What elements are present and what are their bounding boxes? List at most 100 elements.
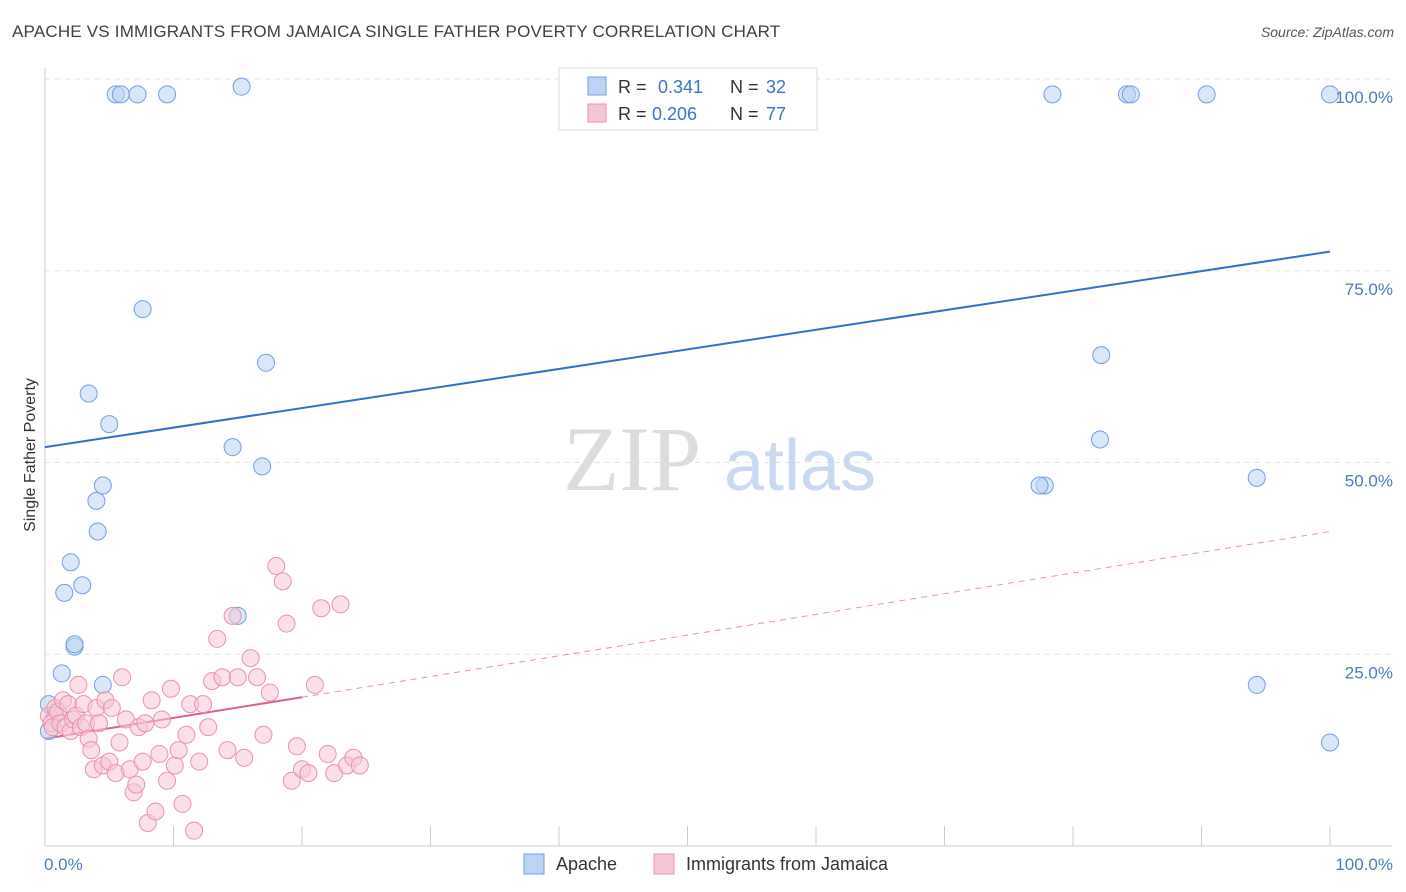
point-jamaica-48 <box>190 752 209 771</box>
point-apache-8 <box>73 576 92 595</box>
y-tick-label-2: 75.0% <box>1345 280 1393 299</box>
point-jamaica-33 <box>133 752 152 771</box>
point-apache-5 <box>61 553 80 572</box>
point-jamaica-53 <box>213 668 232 687</box>
point-apache-24 <box>257 353 276 372</box>
point-jamaica-39 <box>152 710 171 729</box>
point-jamaica-66 <box>287 737 306 756</box>
point-apache-16 <box>111 85 130 104</box>
source-label: Source: ZipAtlas.com <box>1260 24 1394 40</box>
point-apache-17 <box>128 85 147 104</box>
data-points <box>39 77 1339 840</box>
point-jamaica-69 <box>305 675 324 694</box>
point-apache-11 <box>88 522 107 541</box>
point-jamaica-52 <box>208 629 227 648</box>
point-jamaica-24 <box>102 698 121 717</box>
point-apache-36 <box>1321 733 1339 752</box>
point-jamaica-20 <box>89 714 108 733</box>
point-apache-33 <box>1247 468 1266 487</box>
point-jamaica-76 <box>350 756 369 775</box>
x-tick-label-0: 0.0% <box>44 855 83 874</box>
point-apache-29 <box>1090 430 1109 449</box>
point-apache-22 <box>232 77 251 96</box>
legend-r-value-jamaica: 0.206 <box>652 104 697 124</box>
legend-swatch-jamaica <box>587 103 607 123</box>
legend-n-value-apache: 32 <box>766 77 786 97</box>
bottom-legend-swatch-jamaica <box>653 853 675 875</box>
point-jamaica-41 <box>161 679 180 698</box>
point-jamaica-26 <box>110 733 129 752</box>
bottom-legend: Apache Immigrants from Jamaica <box>523 853 889 875</box>
point-apache-12 <box>93 476 112 495</box>
point-jamaica-27 <box>113 668 132 687</box>
point-jamaica-38 <box>150 744 169 763</box>
chart-title: APACHE VS IMMIGRANTS FROM JAMAICA SINGLE… <box>12 22 781 41</box>
bottom-legend-label-jamaica: Immigrants from Jamaica <box>686 854 889 874</box>
point-apache-27 <box>1030 476 1049 495</box>
y-tick-label-3: 100.0% <box>1335 88 1393 107</box>
point-jamaica-56 <box>228 668 247 687</box>
y-axis-label: Single Father Poverty <box>22 378 39 532</box>
legend-n-value-jamaica: 77 <box>766 104 786 124</box>
watermark: ZIP atlas <box>563 408 876 510</box>
point-jamaica-70 <box>312 599 331 618</box>
legend-n-label-jamaica: N = <box>730 104 759 124</box>
point-jamaica-43 <box>169 741 188 760</box>
point-jamaica-71 <box>318 744 337 763</box>
legend-r-value-apache: 0.341 <box>658 77 703 97</box>
bottom-legend-swatch-apache <box>523 853 545 875</box>
point-jamaica-55 <box>223 606 242 625</box>
point-jamaica-54 <box>218 741 237 760</box>
point-apache-9 <box>79 384 98 403</box>
legend-swatch-apache <box>587 76 607 96</box>
point-jamaica-59 <box>248 668 267 687</box>
point-apache-7 <box>65 635 84 654</box>
axes <box>44 68 1392 847</box>
point-apache-31 <box>1121 85 1140 104</box>
point-jamaica-64 <box>277 614 296 633</box>
point-jamaica-50 <box>199 718 218 737</box>
point-jamaica-49 <box>194 695 213 714</box>
point-apache-10 <box>87 491 106 510</box>
watermark-zip: ZIP <box>563 408 701 510</box>
point-apache-35 <box>1321 85 1339 104</box>
x-tick-label-1: 100.0% <box>1335 855 1393 874</box>
gridlines <box>45 78 1392 655</box>
point-apache-3 <box>52 664 71 683</box>
point-jamaica-60 <box>254 725 273 744</box>
point-jamaica-57 <box>235 748 254 767</box>
point-apache-19 <box>158 85 177 104</box>
point-jamaica-62 <box>267 557 286 576</box>
point-jamaica-44 <box>173 794 192 813</box>
point-apache-18 <box>133 300 152 319</box>
bottom-legend-label-apache: Apache <box>556 854 617 874</box>
legend-n-label-apache: N = <box>730 77 759 97</box>
trend-line-jamaica-dashed <box>301 531 1331 698</box>
point-apache-13 <box>93 675 112 694</box>
point-jamaica-37 <box>146 802 165 821</box>
point-jamaica-34 <box>136 714 155 733</box>
point-jamaica-12 <box>69 675 88 694</box>
point-jamaica-65 <box>282 771 301 790</box>
point-apache-4 <box>55 583 74 602</box>
point-jamaica-45 <box>177 725 196 744</box>
y-tick-label-0: 25.0% <box>1345 663 1393 682</box>
point-apache-34 <box>1247 675 1266 694</box>
tick-labels: 25.0% 50.0% 75.0% 100.0% 0.0% 100.0% <box>44 88 1393 874</box>
point-apache-32 <box>1197 85 1216 104</box>
point-jamaica-36 <box>142 691 161 710</box>
point-apache-23 <box>253 457 272 476</box>
top-legend: R = 0.341 N = 32 R = 0.206 N = 77 <box>558 67 818 131</box>
point-jamaica-42 <box>165 756 184 775</box>
point-jamaica-63 <box>273 572 292 591</box>
point-jamaica-31 <box>127 775 146 794</box>
point-jamaica-40 <box>158 771 177 790</box>
point-jamaica-73 <box>331 595 350 614</box>
point-jamaica-61 <box>260 683 279 702</box>
point-jamaica-47 <box>185 821 204 840</box>
legend-r-label-apache: R = <box>618 77 647 97</box>
y-tick-label-1: 50.0% <box>1345 472 1393 491</box>
point-apache-28 <box>1092 346 1111 365</box>
legend-r-label-jamaica: R = <box>618 104 647 124</box>
